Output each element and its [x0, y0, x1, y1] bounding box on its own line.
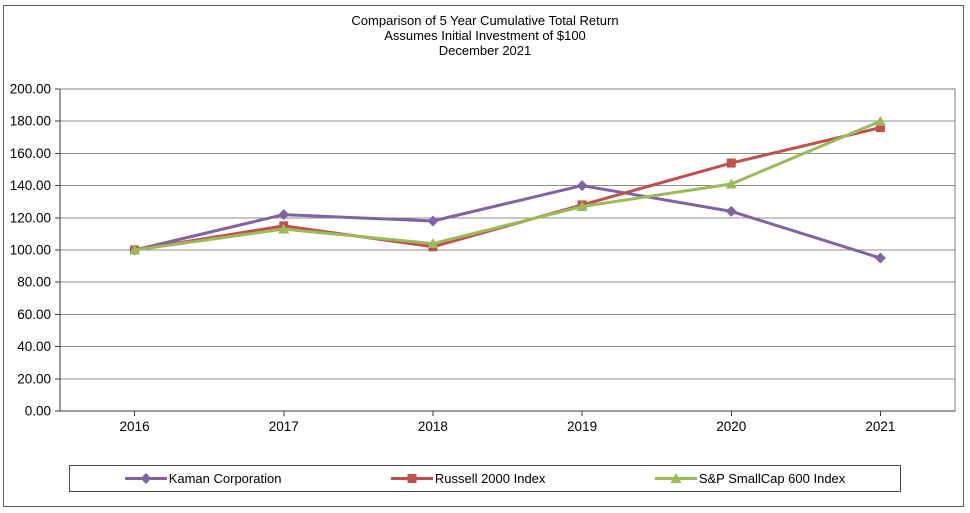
legend-item-russell-2000-index: Russell 2000 Index: [390, 471, 546, 486]
x-axis-tick-label: 2019: [567, 419, 597, 434]
y-axis-tick-label: 180.00: [10, 114, 51, 129]
series-marker-diamond: [874, 252, 886, 264]
series-marker-triangle: [874, 115, 886, 126]
series-marker-square: [726, 158, 736, 168]
triangle-legend-swatch-icon: [654, 473, 697, 483]
legend-item-s-p-smallcap-600-index: S&P SmallCap 600 Index: [654, 471, 846, 486]
chart-plot-svg: 0.00 20.00 40.00 60.00 80.00 100.00 120.00 140.…: [10, 82, 956, 434]
series-marker-triangle: [129, 244, 141, 255]
x-axis-tick-label: 2017: [269, 419, 299, 434]
y-axis-tick-label: 60.00: [17, 307, 51, 322]
x-axis-tick-label: 2020: [716, 419, 746, 434]
y-axis-tick-label: 140.00: [10, 178, 51, 193]
y-axis-tick-label: 40.00: [17, 339, 51, 354]
y-axis-tick-label: 20.00: [17, 371, 51, 386]
y-axis-tick-label: 200.00: [10, 82, 51, 97]
x-axis-tick-label: 2021: [865, 419, 895, 434]
legend-label: Kaman Corporation: [168, 471, 282, 486]
chart-title-line-2: Assumes Initial Investment of $100: [384, 28, 586, 43]
y-axis-tick-label: 0.00: [25, 404, 51, 419]
y-axis-tick-label: 80.00: [17, 275, 51, 290]
diamond-legend-swatch-icon: [124, 473, 167, 484]
chart-title-line-3: December 2021: [438, 43, 532, 58]
series-marker-diamond: [278, 209, 290, 221]
chart-title-line-1: Comparison of 5 Year Cumulative Total Re…: [351, 13, 619, 28]
series-marker-triangle: [278, 223, 290, 234]
series-marker-triangle: [427, 238, 439, 249]
square-legend-swatch-icon: [390, 474, 433, 483]
chart-title: Comparison of 5 Year Cumulative Total Re…: [0, 13, 970, 58]
series-marker-diamond: [725, 205, 737, 217]
series-line-square: [134, 126, 881, 252]
x-axis-tick-label: 2018: [418, 419, 448, 434]
legend-item-kaman-corporation: Kaman Corporation: [124, 471, 282, 486]
chart-legend: Kaman Corporation Russell 2000 Index S&P S…: [69, 465, 901, 492]
series-line-diamond: [134, 184, 881, 260]
legend-label: S&P SmallCap 600 Index: [698, 471, 846, 486]
y-axis-tick-label: 160.00: [10, 146, 51, 161]
series-marker-triangle: [576, 201, 588, 212]
series-marker-diamond: [576, 180, 588, 192]
x-axis-tick-label: 2016: [120, 419, 150, 434]
y-axis-tick-label: 100.00: [10, 243, 51, 258]
series-marker-triangle: [725, 178, 737, 189]
series-marker-diamond: [427, 215, 439, 227]
y-axis-tick-label: 120.00: [10, 210, 51, 225]
legend-label: Russell 2000 Index: [434, 471, 546, 486]
series-line-triangle: [134, 119, 881, 252]
